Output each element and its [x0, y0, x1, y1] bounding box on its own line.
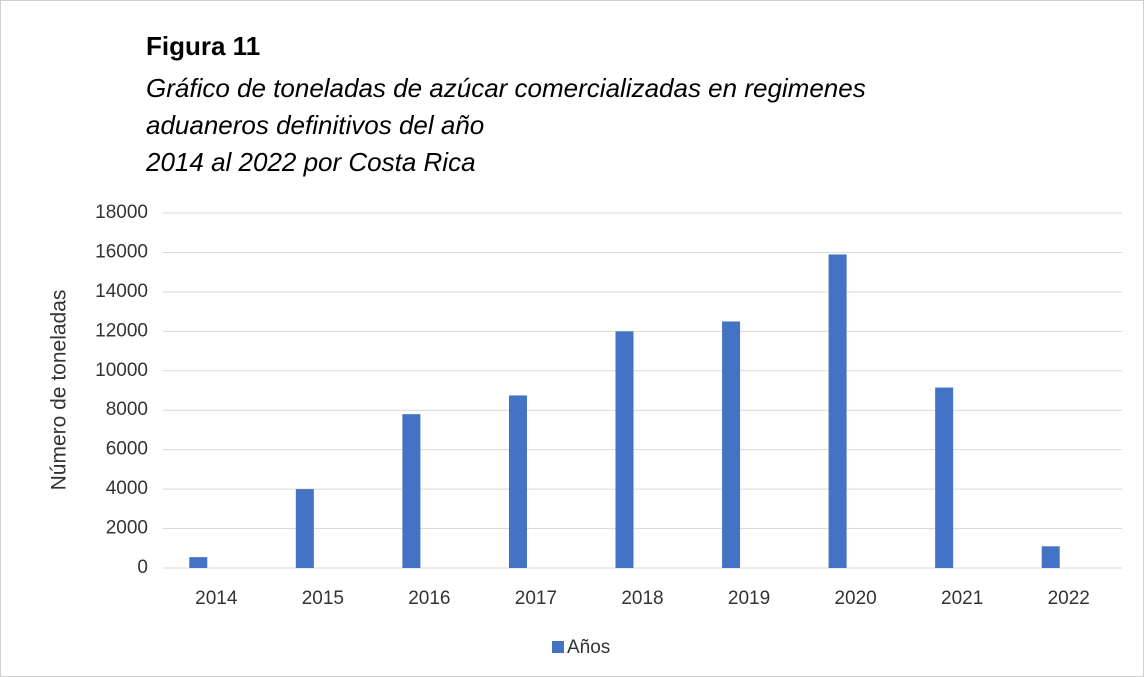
y-tick-label: 2000: [106, 518, 148, 539]
x-tick-label: 2022: [1048, 588, 1090, 609]
y-tick-label: 18000: [95, 202, 148, 223]
x-tick-label: 2014: [195, 588, 238, 609]
x-tick-label: 2019: [728, 588, 770, 609]
y-tick-label: 12000: [95, 320, 148, 341]
y-tick-label: 0: [137, 557, 148, 578]
bar: [295, 489, 314, 568]
legend-label: Años: [567, 637, 610, 658]
bar: [402, 414, 421, 568]
x-tick-label: 2018: [621, 588, 663, 609]
x-tick-label: 2021: [941, 588, 983, 609]
bar: [935, 387, 954, 568]
x-tick-label: 2016: [408, 588, 450, 609]
chart-subtitle: Gráfico de toneladas de azúcar comercial…: [146, 73, 866, 103]
chart-title: Figura 11: [146, 31, 260, 61]
y-tick-label: 8000: [106, 399, 148, 420]
y-tick-label: 16000: [95, 241, 148, 262]
bar: [615, 331, 634, 568]
chart-subtitle: 2014 al 2022 por Costa Rica: [145, 147, 476, 177]
bar: [1041, 546, 1060, 568]
y-axis-label: Número de toneladas: [48, 290, 71, 491]
x-tick-label: 2015: [302, 588, 344, 609]
y-tick-label: 14000: [95, 281, 148, 302]
legend-swatch: [552, 641, 564, 653]
x-tick-label: 2020: [834, 588, 876, 609]
y-tick-label: 10000: [95, 360, 148, 381]
chart-subtitle: aduaneros definitivos del año: [146, 110, 484, 140]
x-tick-label: 2017: [515, 588, 557, 609]
bar: [508, 395, 527, 568]
y-tick-label: 6000: [106, 439, 148, 460]
bar: [722, 321, 741, 568]
bar: [828, 254, 847, 568]
y-tick-label: 4000: [106, 478, 148, 499]
bar: [189, 557, 208, 568]
